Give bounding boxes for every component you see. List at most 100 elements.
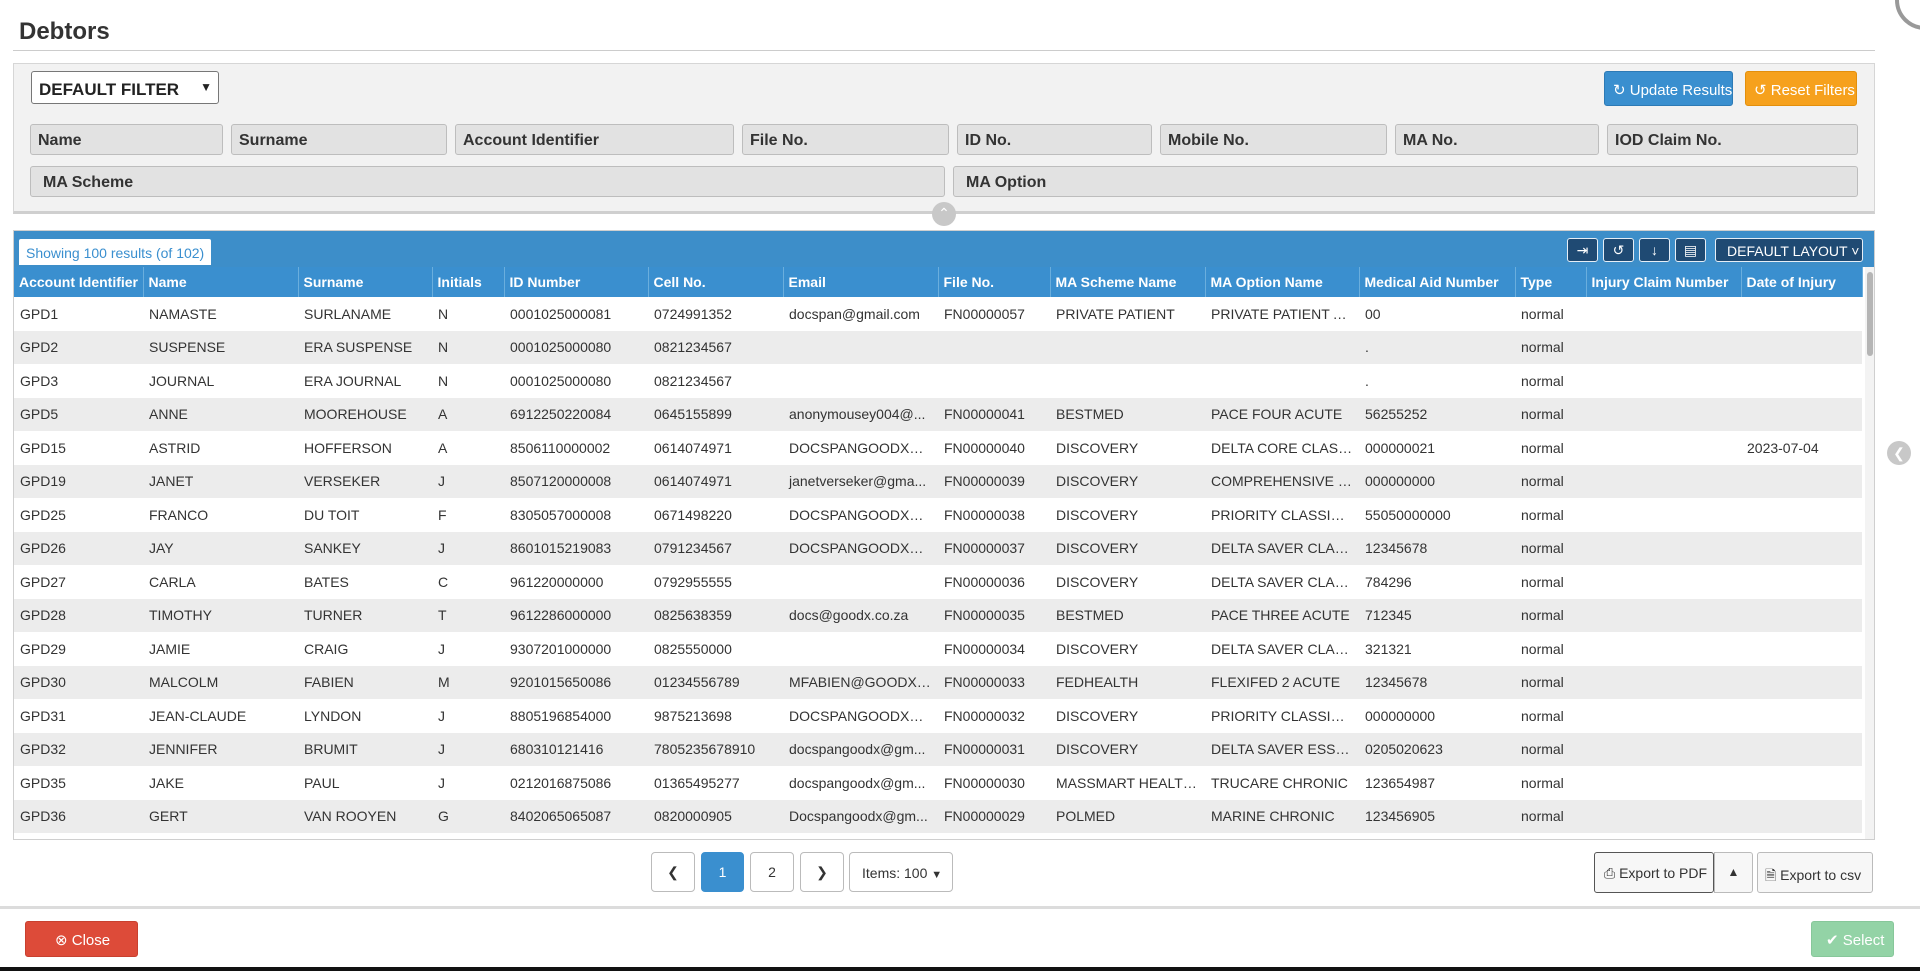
scrollbar-thumb[interactable] — [1867, 272, 1873, 356]
filter-ma-no-field[interactable]: MA No. — [1395, 124, 1599, 155]
column-header[interactable]: Medical Aid Number — [1359, 267, 1516, 297]
table-row[interactable]: GPD25 FRANCO DU TOIT F 8305057000008 06714982… — [14, 498, 1862, 532]
table-cell — [1741, 364, 1862, 398]
table-cell: JAKE — [143, 766, 298, 800]
table-cell: GPD28 — [14, 598, 143, 632]
column-header[interactable]: Name — [143, 267, 299, 297]
filter-preset-select[interactable]: DEFAULT FILTER ▼ — [31, 71, 219, 104]
collapse-filters-icon[interactable]: ⌃ — [932, 202, 956, 226]
table-cell — [1741, 297, 1862, 331]
next-page-button[interactable]: ❯ — [800, 852, 844, 892]
layout-dropdown[interactable]: DEFAULT LAYOUT ˅ — [1715, 238, 1863, 262]
table-row[interactable]: GPD27 CARLA BATES C 961220000000 0792955555 FN… — [14, 565, 1862, 599]
select-button[interactable]: ✔ Select — [1811, 921, 1894, 957]
table-cell: J — [432, 632, 504, 666]
table-cell: DISCOVERY — [1050, 531, 1205, 565]
column-header[interactable]: Date of Injury — [1741, 267, 1863, 297]
column-header[interactable]: Initials — [432, 267, 505, 297]
page-1-button[interactable]: 1 — [701, 852, 744, 892]
table-cell — [1741, 665, 1862, 699]
column-header[interactable]: Email — [783, 267, 939, 297]
column-header[interactable]: Cell No. — [648, 267, 784, 297]
table-cell: 0001025000080 — [504, 364, 648, 398]
column-header[interactable]: Account Identifier — [14, 267, 144, 297]
column-header[interactable]: Injury Claim Number — [1586, 267, 1742, 297]
filter-iod-claim-no-field[interactable]: IOD Claim No. — [1607, 124, 1858, 155]
filter-file-no-field[interactable]: File No. — [742, 124, 949, 155]
filter-ma-scheme-field[interactable]: MA Scheme — [30, 166, 945, 197]
filter-account-identifier-field[interactable]: Account Identifier — [455, 124, 734, 155]
column-header[interactable]: MA Option Name — [1205, 267, 1360, 297]
filter-id-no-field[interactable]: ID No. — [957, 124, 1152, 155]
table-row[interactable]: GPD30 MALCOLM FABIEN M 9201015650086 01234556… — [14, 665, 1862, 699]
filter-surname-field[interactable]: Surname — [231, 124, 447, 155]
export-pdf-dropdown-button[interactable]: ▲ — [1714, 852, 1753, 893]
reset-filters-button[interactable]: ↺ Reset Filters — [1745, 71, 1857, 106]
column-header[interactable]: ID Number — [504, 267, 649, 297]
export-pdf-button[interactable]: ⎙ Export to PDF — [1594, 852, 1714, 893]
sort-icon[interactable]: ↓ — [1639, 238, 1670, 262]
table-cell: DISCOVERY — [1050, 565, 1205, 599]
update-results-label: Update Results — [1629, 82, 1733, 99]
table-cell: J — [432, 699, 504, 733]
table-row[interactable]: GPD29 JAMIE CRAIG J 9307201000000 0825550000 F… — [14, 632, 1862, 666]
table-cell: 01365495277 — [648, 766, 783, 800]
table-cell: normal — [1515, 665, 1586, 699]
table-scrollbar[interactable] — [1865, 267, 1874, 839]
column-header[interactable]: Type — [1515, 267, 1587, 297]
table-row[interactable]: GPD3 JOURNAL ERA JOURNAL N 0001025000080 0821… — [14, 364, 1862, 398]
table-row[interactable]: GPD15 ASTRID HOFFERSON A 8506110000002 061407… — [14, 431, 1862, 465]
table-cell: 0001025000081 — [504, 297, 648, 331]
table-cell: PRIORITY CLASSIC A... — [1205, 699, 1359, 733]
filter-mobile-no-field[interactable]: Mobile No. — [1160, 124, 1387, 155]
columns-icon[interactable]: ▤ — [1675, 238, 1706, 262]
table-cell: DOCSPANGOODX@... — [783, 699, 938, 733]
table-cell — [1741, 732, 1862, 766]
side-panel-toggle-icon[interactable]: ❮ — [1887, 441, 1911, 465]
table-cell: TRUCARE CHRONIC — [1205, 766, 1359, 800]
title-divider — [13, 50, 1875, 51]
column-header[interactable]: Surname — [298, 267, 433, 297]
export-csv-button[interactable]: 🗎 Export to csv — [1757, 852, 1873, 893]
table-row[interactable]: GPD26 JAY SANKEY J 8601015219083 0791234567 DO… — [14, 531, 1862, 565]
table-row[interactable]: GPD5 ANNE MOOREHOUSE A 6912250220084 06451558… — [14, 397, 1862, 431]
close-button[interactable]: ⊗ Close — [25, 921, 138, 957]
reset-layout-icon[interactable]: ↺ — [1603, 238, 1634, 262]
prev-page-button[interactable]: ❮ — [651, 852, 695, 892]
table-cell: GPD5 — [14, 397, 143, 431]
table-cell: 6912250220084 — [504, 397, 648, 431]
table-cell: 0825550000 — [648, 632, 783, 666]
table-cell: GPD15 — [14, 431, 143, 465]
table-cell: 8805196854000 — [504, 699, 648, 733]
table-cell — [1586, 598, 1741, 632]
table-cell: GERT — [143, 799, 298, 833]
column-header[interactable]: MA Scheme Name — [1050, 267, 1206, 297]
column-header[interactable]: File No. — [938, 267, 1051, 297]
table-row[interactable]: GPD19 JANET VERSEKER J 8507120000008 06140749… — [14, 464, 1862, 498]
table-row[interactable]: GPD28 TIMOTHY TURNER T 9612286000000 08256383… — [14, 598, 1862, 632]
table-cell: SANKEY — [298, 531, 432, 565]
table-cell: GPD31 — [14, 699, 143, 733]
table-cell: DELTA SAVER ESSEN... — [1205, 732, 1359, 766]
table-row[interactable]: GPD36 GERT VAN ROOYEN G 8402065065087 0820000… — [14, 799, 1862, 833]
fit-columns-icon[interactable]: ⇥ — [1567, 238, 1598, 262]
items-per-page-select[interactable]: Items: 100 ▼ — [849, 852, 953, 892]
filter-name-field[interactable]: Name — [30, 124, 223, 155]
table-row[interactable]: GPD35 JAKE PAUL J 0212016875086 01365495277 do… — [14, 766, 1862, 800]
table-cell: docspangoodx@gm... — [783, 766, 938, 800]
table-cell: normal — [1515, 464, 1586, 498]
table-row[interactable]: GPD2 SUSPENSE ERA SUSPENSE N 0001025000080 08… — [14, 330, 1862, 364]
table-row[interactable]: GPD32 JENNIFER BRUMIT J 680310121416 78052356… — [14, 732, 1862, 766]
filter-ma-option-field[interactable]: MA Option — [953, 166, 1858, 197]
table-cell: HOFFERSON — [298, 431, 432, 465]
check-circle-icon: ✔ — [1826, 932, 1839, 949]
table-cell: 0821234567 — [648, 364, 783, 398]
page-2-button[interactable]: 2 — [750, 852, 794, 892]
update-results-button[interactable]: ↻ Update Results — [1604, 71, 1733, 106]
table-row[interactable]: GPD31 JEAN-CLAUDE LYNDON J 8805196854000 9875… — [14, 699, 1862, 733]
table-cell: TIMOTHY — [143, 598, 298, 632]
table-cell: CRAIG — [298, 632, 432, 666]
table-cell: normal — [1515, 431, 1586, 465]
table-row[interactable]: GPD1 NAMASTE SURLANAME N 0001025000081 072499… — [14, 297, 1862, 331]
results-toolbar: Showing 100 results (of 102) ⇥ ↺ ↓ ▤ DEF… — [14, 231, 1874, 267]
